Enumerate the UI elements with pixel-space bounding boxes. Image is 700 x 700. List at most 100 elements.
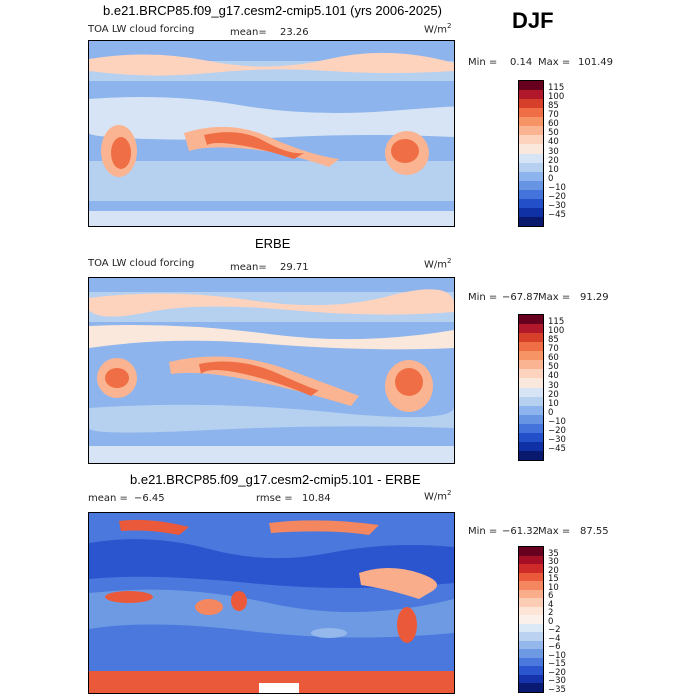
- colorbar-tick-label: 10: [548, 582, 559, 593]
- colorbar-tick-label: 85: [548, 335, 559, 346]
- colorbar-swatch: [519, 581, 543, 590]
- colorbar-tick-label: −2: [548, 625, 561, 636]
- colorbar-tick-label: 115: [548, 83, 565, 94]
- panel1-colorbar: 115 100 85 70 60 50 40 30 20 10 0 −10 −20 −30 −45: [518, 80, 566, 227]
- panel3-colorbar-swatches: [518, 546, 544, 693]
- colorbar-tick-label: 100: [548, 92, 565, 103]
- colorbar-swatch: [519, 632, 543, 641]
- colorbar-swatch: [519, 117, 543, 127]
- colorbar-tick-label: 50: [548, 128, 559, 139]
- colorbar-swatch: [519, 640, 543, 650]
- colorbar-tick-label: 35: [548, 548, 559, 559]
- panel1-min-value: 0.14: [510, 57, 533, 68]
- colorbar-tick-label: 70: [548, 110, 559, 121]
- colorbar-swatch: [519, 162, 543, 172]
- colorbar-swatch: [519, 207, 543, 217]
- panel2-max-value: 91.29: [580, 292, 609, 303]
- colorbar-tick-label: 10: [548, 164, 559, 175]
- panel2-max-label: Max =: [538, 292, 571, 303]
- colorbar-swatch: [519, 598, 543, 607]
- panel3-mean-value: −6.45: [134, 493, 165, 504]
- colorbar-swatch: [519, 171, 543, 181]
- colorbar-swatch: [519, 108, 543, 118]
- panel1-max-label: Max =: [538, 57, 571, 68]
- panel3-rmse-value: 10.84: [302, 493, 331, 504]
- colorbar-tick-label: 100: [548, 326, 565, 337]
- colorbar-tick-label: −10: [548, 416, 566, 427]
- colorbar-tick-label: 20: [548, 565, 559, 576]
- panel3-colorbar: 35 30 20 15 10 6 4 2 0 −2 −4 −6 −10 −15 −20 −30 −35: [518, 546, 566, 695]
- colorbar-tick-label: 40: [548, 137, 559, 148]
- season-label: DJF: [512, 8, 554, 33]
- panel2-colorbar-swatches: [518, 314, 544, 461]
- colorbar-swatch: [519, 572, 543, 582]
- colorbar-swatch: [519, 615, 543, 624]
- colorbar-tick-label: −15: [548, 659, 566, 670]
- colorbar-tick-label: 40: [548, 371, 559, 382]
- colorbar-tick-label: 2: [548, 608, 554, 619]
- colorbar-tick-label: −10: [548, 182, 566, 193]
- colorbar-swatch: [519, 387, 543, 397]
- colorbar-tick-label: −30: [548, 434, 566, 445]
- panel3-mean-label: mean =: [88, 493, 128, 504]
- colorbar-tick-label: −20: [548, 191, 566, 202]
- colorbar-swatch: [519, 450, 543, 460]
- colorbar-tick-label: 115: [548, 317, 565, 328]
- panel1-mean-value: 23.26: [280, 27, 309, 38]
- colorbar-swatch: [519, 369, 543, 379]
- colorbar-tick-label: −30: [548, 676, 566, 687]
- panel1-min-label: Min =: [468, 57, 498, 68]
- colorbar-swatch: [519, 99, 543, 109]
- colorbar-tick-label: −45: [548, 443, 566, 454]
- colorbar-tick-label: 85: [548, 101, 559, 112]
- panel3-min-label: Min =: [468, 526, 498, 537]
- colorbar-tick-label: 4: [548, 599, 554, 610]
- panel3-map: [88, 512, 455, 694]
- colorbar-tick-label: −30: [548, 200, 566, 211]
- panel1-variable-label: TOA LW cloud forcing: [88, 24, 195, 35]
- colorbar-swatch: [519, 606, 543, 616]
- colorbar-swatch: [519, 414, 543, 424]
- colorbar-swatch: [519, 432, 543, 442]
- panel2-colorbar: 115 100 85 70 60 50 40 30 20 10 0 −10 −20 −30 −45: [518, 314, 566, 461]
- panel2-mean-label: mean=: [230, 262, 267, 273]
- colorbar-swatch: [519, 324, 543, 334]
- colorbar-tick-label: −6: [548, 642, 561, 653]
- panel3-title: b.e21.BRCP85.f09_g17.cesm2-cmip5.101 - E…: [130, 472, 421, 487]
- colorbar-swatch: [519, 189, 543, 199]
- colorbar-swatch: [519, 441, 543, 451]
- colorbar-swatch: [519, 342, 543, 352]
- panel3-max-label: Max =: [538, 526, 571, 537]
- colorbar-tick-label: 6: [548, 591, 554, 602]
- colorbar-tick-label: 20: [548, 155, 559, 166]
- colorbar-tick-label: −20: [548, 425, 566, 436]
- colorbar-swatch: [519, 683, 543, 692]
- colorbar-tick-label: −20: [548, 667, 566, 678]
- colorbar-tick-label: 15: [548, 574, 559, 585]
- panel3-max-value: 87.55: [580, 526, 609, 537]
- colorbar-swatch: [519, 547, 543, 556]
- colorbar-tick-label: −10: [548, 650, 566, 661]
- colorbar-swatch: [519, 153, 543, 163]
- colorbar-swatch: [519, 216, 543, 226]
- panel2-min-value: −67.87: [502, 292, 540, 303]
- colorbar-tick-label: 30: [548, 557, 559, 568]
- panel2-min-label: Min =: [468, 292, 498, 303]
- colorbar-swatch: [519, 90, 543, 100]
- colorbar-swatch: [519, 198, 543, 208]
- colorbar-swatch: [519, 333, 543, 343]
- colorbar-swatch: [519, 135, 543, 145]
- panel1-title: b.e21.BRCP85.f09_g17.cesm2-cmip5.101 (yr…: [103, 3, 442, 18]
- colorbar-swatch: [519, 360, 543, 370]
- colorbar-swatch: [519, 555, 543, 565]
- colorbar-tick-label: 50: [548, 362, 559, 373]
- colorbar-swatch: [519, 396, 543, 406]
- panel1-units: W/m2: [424, 22, 452, 36]
- colorbar-tick-label: 60: [548, 119, 559, 130]
- colorbar-tick-label: 30: [548, 146, 559, 157]
- colorbar-swatch: [519, 378, 543, 388]
- colorbar-swatch: [519, 81, 543, 91]
- colorbar-swatch: [519, 674, 543, 684]
- panel3-min-value: −61.32: [502, 526, 540, 537]
- panel1-map: [88, 40, 455, 227]
